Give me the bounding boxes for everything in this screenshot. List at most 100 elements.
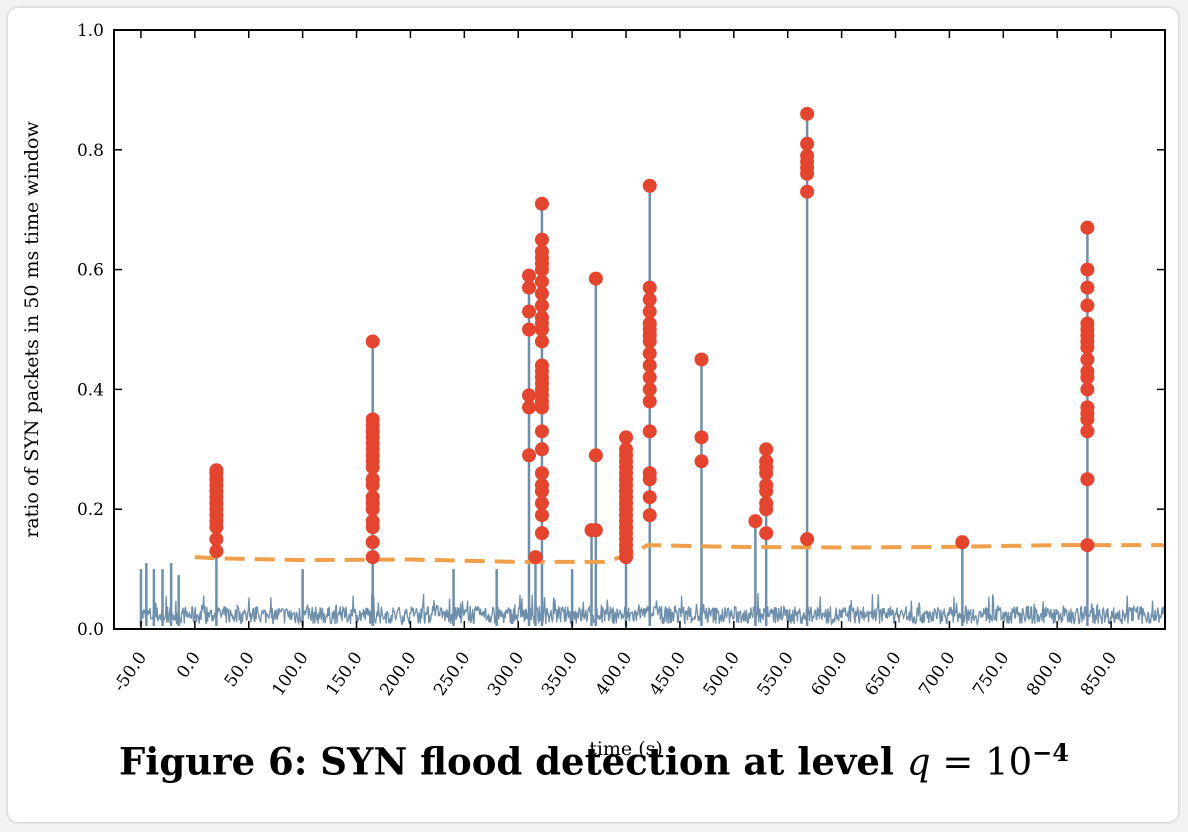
caption-math-exp: −4 bbox=[1032, 738, 1069, 767]
detection-marker bbox=[619, 442, 634, 457]
detection-marker bbox=[534, 232, 549, 247]
detection-marker bbox=[1080, 538, 1095, 553]
detection-marker bbox=[534, 298, 549, 313]
detection-marker bbox=[534, 496, 549, 511]
spike-lines bbox=[139, 113, 1089, 627]
x-tick-label: 150.0 bbox=[322, 648, 366, 699]
detection-marker bbox=[619, 430, 634, 445]
detection-marker bbox=[365, 550, 380, 565]
noise-trace bbox=[140, 593, 1166, 627]
x-tick-label: 300.0 bbox=[484, 648, 528, 699]
detection-marker bbox=[1080, 472, 1095, 487]
detection-marker bbox=[1080, 352, 1095, 367]
figure-caption: Figure 6: SYN flood detection at level q… bbox=[0, 738, 1188, 783]
detection-marker bbox=[534, 286, 549, 301]
detection-marker bbox=[1080, 382, 1095, 397]
detection-marker bbox=[365, 535, 380, 550]
detection-marker bbox=[642, 280, 657, 295]
detection-marker bbox=[534, 526, 549, 541]
y-tick-label: 0.2 bbox=[77, 500, 104, 520]
detection-marker bbox=[642, 424, 657, 439]
y-tick-label: 0.8 bbox=[77, 141, 104, 161]
detection-marker bbox=[642, 394, 657, 409]
detection-markers bbox=[209, 106, 1095, 565]
detection-marker bbox=[534, 508, 549, 523]
detection-marker bbox=[759, 478, 774, 493]
detection-marker bbox=[642, 490, 657, 505]
caption-math-var: q bbox=[906, 740, 931, 784]
x-tick-label: 50.0 bbox=[221, 648, 259, 690]
figure-card bbox=[8, 8, 1178, 822]
detection-marker bbox=[642, 178, 657, 193]
detection-marker bbox=[800, 532, 815, 547]
x-tick-label: 200.0 bbox=[376, 648, 420, 699]
x-tick-label: 450.0 bbox=[646, 648, 690, 699]
detection-marker bbox=[694, 454, 709, 469]
detection-marker bbox=[800, 136, 815, 151]
detection-marker bbox=[1080, 424, 1095, 439]
detection-marker bbox=[800, 148, 815, 163]
x-tick-label: 400.0 bbox=[592, 648, 636, 699]
x-tick-label: 600.0 bbox=[807, 648, 851, 699]
detection-marker bbox=[1080, 262, 1095, 277]
detection-marker bbox=[748, 514, 763, 529]
detection-marker bbox=[534, 424, 549, 439]
detection-marker bbox=[534, 334, 549, 349]
detection-marker bbox=[522, 304, 537, 319]
y-tick-label: 0.4 bbox=[77, 380, 104, 400]
detection-marker bbox=[534, 244, 549, 259]
y-axis-label: ratio of SYN packets in 50 ms time windo… bbox=[21, 121, 43, 538]
x-tick-label: 550.0 bbox=[754, 648, 798, 699]
detection-marker bbox=[534, 196, 549, 211]
detection-marker bbox=[1080, 316, 1095, 331]
detection-marker bbox=[642, 358, 657, 373]
detection-marker bbox=[522, 448, 537, 463]
detection-marker bbox=[642, 382, 657, 397]
x-tick-label: 650.0 bbox=[861, 648, 905, 699]
detection-marker bbox=[800, 184, 815, 199]
threshold-dashes bbox=[194, 543, 1165, 564]
y-tick-label: 0.0 bbox=[77, 620, 104, 640]
syn-flood-chart: 0.0 0.2 0.4 0.6 0.8 1.0 -50.0 0.0 50.0 100.0 150.… bbox=[21, 21, 1166, 760]
x-tick-label: -50.0 bbox=[110, 648, 151, 695]
caption-text: Figure 6: SYN flood detection at level bbox=[119, 739, 894, 784]
detection-marker bbox=[522, 400, 537, 415]
x-tick-label: 0.0 bbox=[173, 648, 205, 682]
detection-marker bbox=[209, 532, 224, 547]
detection-marker bbox=[1080, 280, 1095, 295]
detection-marker bbox=[522, 388, 537, 403]
x-tick-label: 850.0 bbox=[1077, 648, 1121, 699]
detection-marker bbox=[642, 370, 657, 385]
detection-marker bbox=[642, 292, 657, 307]
detection-marker bbox=[365, 412, 380, 427]
detection-marker bbox=[365, 472, 380, 487]
detection-marker bbox=[1080, 298, 1095, 313]
detection-marker bbox=[694, 352, 709, 367]
x-tick-label: 700.0 bbox=[915, 648, 959, 699]
x-tick-label: 750.0 bbox=[969, 648, 1013, 699]
y-axis-ticks: 0.0 0.2 0.4 0.6 0.8 1.0 bbox=[77, 21, 1165, 640]
detection-marker bbox=[694, 430, 709, 445]
detection-marker bbox=[588, 448, 603, 463]
detection-marker bbox=[534, 466, 549, 481]
detection-marker bbox=[522, 322, 537, 337]
detection-marker bbox=[534, 274, 549, 289]
x-tick-label: 500.0 bbox=[700, 648, 744, 699]
detection-marker bbox=[1080, 220, 1095, 235]
detection-marker bbox=[642, 304, 657, 319]
detection-marker bbox=[1080, 364, 1095, 379]
x-axis-ticks: -50.0 0.0 50.0 100.0 150.0 200.0 250.0 300.0 350… bbox=[110, 30, 1121, 700]
detection-marker bbox=[365, 514, 380, 529]
x-tick-label: 250.0 bbox=[430, 648, 474, 699]
detection-marker bbox=[588, 271, 603, 286]
detection-marker bbox=[759, 526, 774, 541]
detection-marker bbox=[642, 508, 657, 523]
detection-marker bbox=[522, 280, 537, 295]
detection-marker bbox=[534, 478, 549, 493]
detection-marker bbox=[955, 535, 970, 550]
detection-marker bbox=[759, 454, 774, 469]
detection-marker bbox=[528, 550, 543, 565]
detection-marker bbox=[209, 463, 224, 478]
detection-marker bbox=[642, 346, 657, 361]
detection-marker bbox=[800, 106, 815, 121]
